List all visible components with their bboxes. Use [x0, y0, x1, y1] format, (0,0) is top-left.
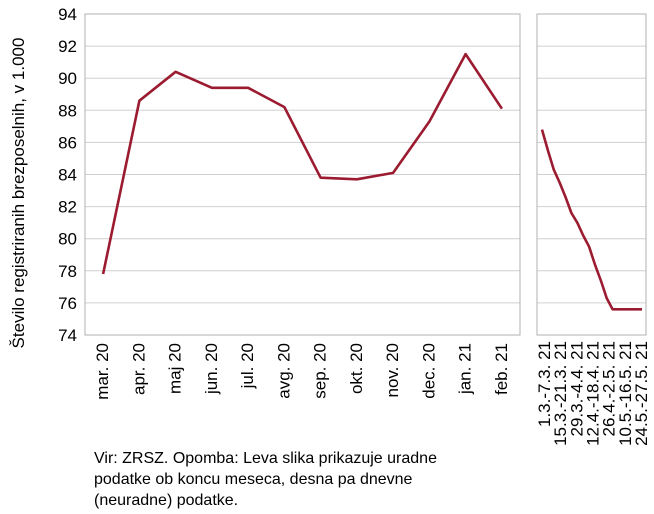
y-tick-label: 86 [58, 133, 77, 152]
panel-frame-left [84, 13, 521, 336]
x-tick-label: avg. 20 [274, 343, 293, 399]
y-tick-label: 78 [58, 262, 77, 281]
grid-left [85, 13, 520, 336]
x-tick-label: 29.3.-4.4. 21 [567, 341, 586, 436]
x-tick-labels-monthly: mar. 20 apr. 20 maj 20 jun. 20 jul. 20 avg. 2… [93, 343, 511, 400]
y-axis-label: Število registriranih brezposelnih, v 1.… [9, 38, 28, 349]
x-tick-label: 26.4.-2.5. 21 [600, 341, 619, 436]
y-tick-label: 84 [58, 166, 77, 185]
x-tick-label: sep. 20 [311, 343, 330, 399]
panel-frame-right [536, 13, 647, 336]
series-line-daily [540, 129, 642, 311]
y-tick-label: 90 [58, 69, 77, 88]
x-tick-label: dec. 20 [419, 343, 438, 399]
y-tick-label: 94 [58, 5, 77, 24]
x-tick-label: 10.5.-16.5. 21 [616, 341, 635, 446]
source-note: Vir: ZRSZ. Opomba: Leva slika prikazuje … [94, 450, 437, 509]
y-tick-label: 76 [58, 294, 77, 313]
x-tick-label: jan. 21 [456, 343, 475, 395]
x-tick-label: apr. 20 [129, 343, 148, 395]
x-tick-label: okt. 20 [347, 343, 366, 394]
x-tick-label: mar. 20 [93, 343, 112, 400]
y-tick-label: 82 [58, 198, 77, 217]
y-tick-labels: 74 76 78 80 82 84 86 88 90 92 94 [58, 5, 77, 345]
x-tick-label: jul. 20 [238, 343, 257, 389]
y-tick-label: 92 [58, 37, 77, 56]
x-tick-label: maj 20 [166, 343, 185, 394]
x-tick-label: jun. 20 [202, 343, 221, 395]
y-tick-label: 80 [58, 230, 77, 249]
y-tick-label: 74 [58, 326, 77, 345]
series-line-monthly [101, 52, 503, 275]
grid-right [537, 13, 646, 336]
y-tick-label: 88 [58, 101, 77, 120]
x-tick-label: 12.4.-18.4. 21 [584, 341, 603, 446]
x-tick-label: 1.3.-7.3. 21 [535, 341, 554, 427]
x-tick-label: nov. 20 [383, 343, 402, 398]
x-tick-label: 15.3.-21.3. 21 [551, 341, 570, 446]
x-tick-label: feb. 21 [492, 343, 511, 395]
x-tick-label: 24.5.-27.5. 21 [632, 341, 651, 446]
